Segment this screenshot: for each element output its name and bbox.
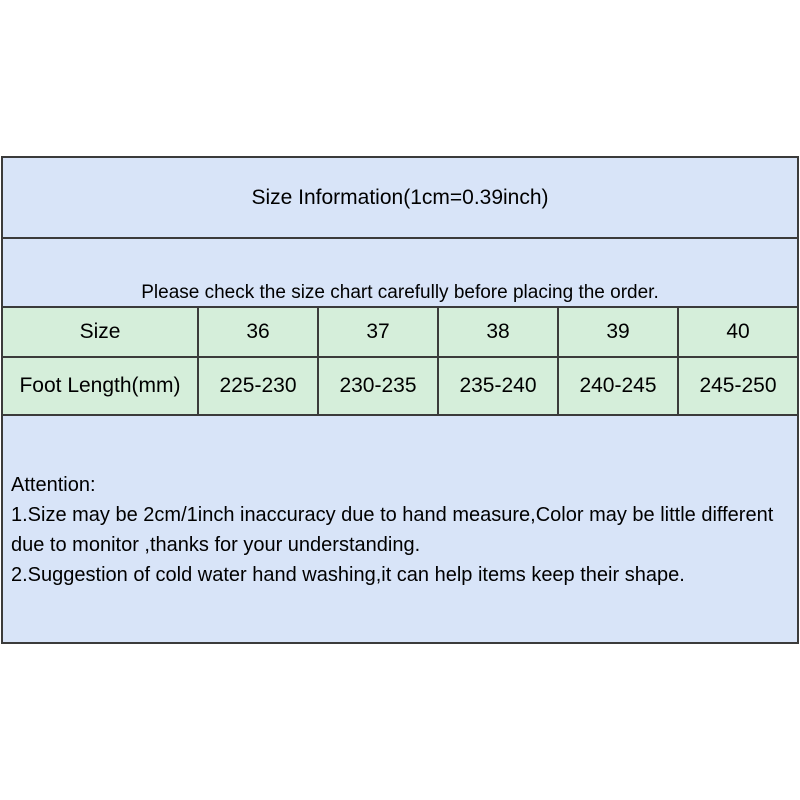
size-row-label-cell: Size — [79, 320, 121, 343]
size-row-cell: 36 — [197, 308, 317, 356]
size-chart-notice: Please check the size chart carefully be… — [141, 282, 659, 303]
size-row-cell: 39 — [557, 308, 677, 356]
foot-row-cell: 225-230 — [197, 358, 317, 414]
size-row-cell: 40 — [677, 308, 797, 356]
foot-row-cell: 235-240 — [437, 358, 557, 414]
attention-note-2: 2.Suggestion of cold water hand washing,… — [11, 564, 685, 586]
attention-section: Attention: 1.Size may be 2cm/1inch inacc… — [3, 414, 797, 642]
size-chart-table: Size Information(1cm=0.39inch) Please ch… — [1, 156, 799, 644]
size-header-row: Size 36 37 38 39 40 — [3, 306, 797, 356]
size-row-cell: 37 — [317, 308, 437, 356]
foot-length-row: Foot Length(mm) 225-230 230-235 235-240 … — [3, 356, 797, 414]
size-chart-title: Size Information(1cm=0.39inch) — [251, 185, 549, 209]
foot-row-label-cell: Foot Length(mm) — [19, 374, 181, 397]
size-chart-title-row: Size Information(1cm=0.39inch) — [3, 158, 797, 237]
foot-row-cell: 245-250 — [677, 358, 797, 414]
attention-note-1: 1.Size may be 2cm/1inch inaccuracy due t… — [11, 504, 774, 556]
foot-row-cell: 240-245 — [557, 358, 677, 414]
size-chart-notice-row: Please check the size chart carefully be… — [3, 237, 797, 306]
foot-row-cell: 230-235 — [317, 358, 437, 414]
size-row-cell: 38 — [437, 308, 557, 356]
attention-heading: Attention: — [11, 474, 96, 496]
